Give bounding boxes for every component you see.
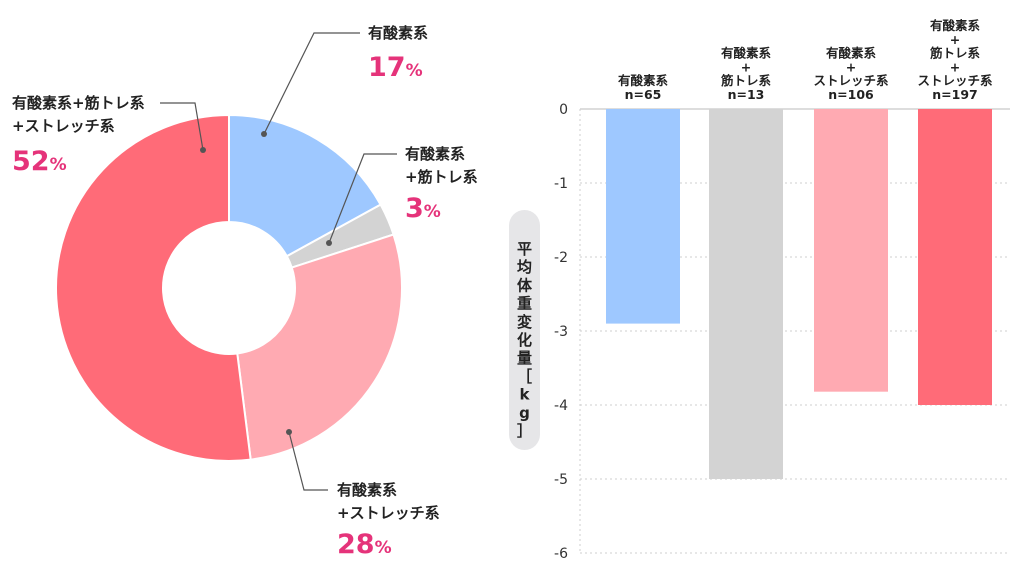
category-label: + — [950, 59, 960, 74]
leader-dot — [286, 429, 292, 435]
slice-label: 有酸素系 — [368, 24, 428, 42]
category-label: + — [950, 32, 960, 47]
slice-label: +筋トレ系 — [405, 168, 478, 186]
donut-slice — [228, 113, 382, 258]
category-label: 筋トレ系 — [720, 73, 772, 88]
bar — [606, 109, 680, 324]
leader-dot — [261, 131, 267, 137]
leader-line — [328, 153, 397, 244]
leader-dot — [200, 147, 206, 153]
slice-percent: 3% — [405, 193, 441, 224]
y-tick-label: -4 — [554, 398, 568, 414]
slice-percent: 52% — [12, 146, 67, 177]
category-label: 有酸素系 — [721, 46, 772, 61]
category-label: 筋トレ系 — [929, 46, 981, 61]
y-tick-label: -3 — [554, 324, 568, 340]
leader-line — [288, 431, 328, 491]
donut-slice — [236, 233, 403, 461]
y-axis-label: 平均体重変化量［ k g ］ — [517, 240, 533, 440]
slice-percent: 17% — [368, 52, 423, 83]
y-tick-label: 0 — [559, 102, 568, 118]
bar — [814, 109, 888, 392]
y-tick-label: -2 — [554, 250, 568, 266]
bar — [709, 109, 783, 479]
bar — [918, 109, 992, 405]
category-label: 有酸素系 — [826, 46, 877, 61]
category-label: + — [741, 59, 751, 74]
slice-percent: 28% — [337, 529, 392, 560]
donut-slice — [55, 113, 252, 462]
category-label: 有酸素系 — [930, 18, 981, 33]
leader-line — [263, 32, 360, 135]
y-tick-label: -5 — [554, 472, 568, 488]
y-tick-label: -1 — [554, 176, 568, 192]
y-axis-label-background — [509, 210, 540, 450]
slice-label: +ストレッチ系 — [12, 117, 115, 135]
category-label: n=197 — [932, 87, 977, 102]
slice-label: +ストレッチ系 — [337, 504, 440, 522]
donut-chart: 有酸素系17%有酸素系+筋トレ系3%有酸素系+ストレッチ系28%有酸素系+筋トレ… — [12, 24, 478, 560]
category-label: + — [846, 59, 856, 74]
category-label: 有酸素系 — [618, 73, 669, 88]
slice-label: 有酸素系 — [337, 481, 397, 499]
y-tick-label: -6 — [554, 546, 568, 562]
category-label: ストレッチ系 — [917, 73, 993, 88]
category-label: ストレッチ系 — [813, 73, 889, 88]
slice-label: 有酸素系+筋トレ系 — [12, 94, 145, 112]
leader-dot — [326, 240, 332, 246]
category-label: n=65 — [625, 87, 662, 102]
slice-label: 有酸素系 — [405, 145, 465, 163]
category-label: n=106 — [828, 87, 874, 102]
category-label: n=13 — [728, 87, 765, 102]
leader-line — [160, 102, 204, 151]
